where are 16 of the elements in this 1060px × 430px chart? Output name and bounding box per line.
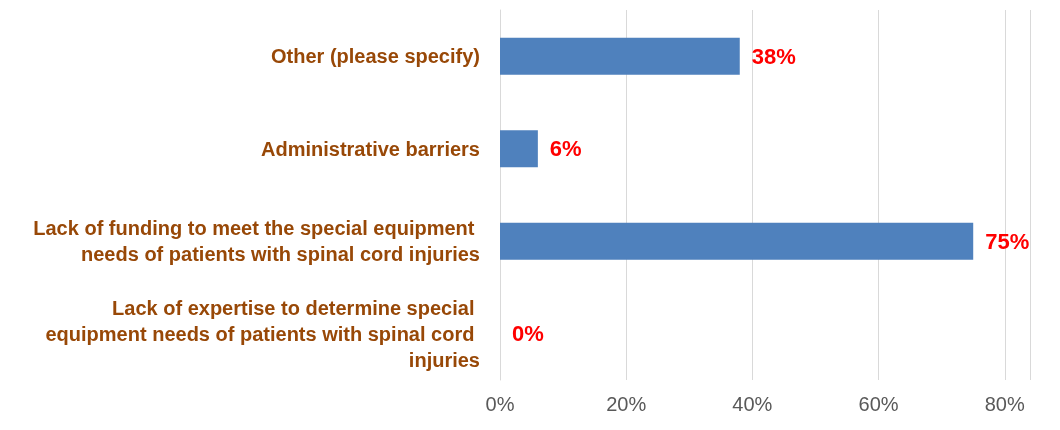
x-tick-label: 20% — [606, 393, 647, 415]
x-tick-label: 80% — [984, 393, 1025, 415]
y-tick-label: Lack of expertise to determine special equipment needs of patients with spinal cord injuries — [45, 296, 480, 371]
bar — [500, 130, 538, 168]
data-label: 6% — [549, 136, 582, 162]
data-label: 38% — [751, 43, 796, 69]
y-tick-label: Other (please specify) — [271, 45, 480, 68]
data-label: 75% — [985, 228, 1030, 254]
data-label: 0% — [512, 321, 544, 347]
bar — [500, 222, 974, 260]
y-tick-label: Administrative barriers — [261, 137, 480, 160]
x-tick-label: 60% — [858, 393, 899, 415]
bar — [500, 37, 740, 75]
x-tick-label: 40% — [732, 393, 773, 415]
y-tick-label: Lack of funding to meet the special equipment needs of patients with spinal cord injuries — [33, 217, 480, 266]
x-tick-label: 0% — [485, 393, 515, 415]
